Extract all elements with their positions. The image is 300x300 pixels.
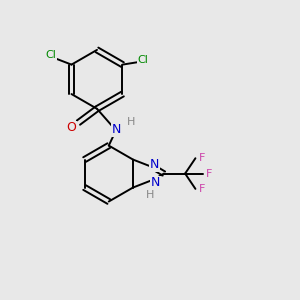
Text: O: O [66, 122, 76, 134]
Text: N: N [150, 158, 160, 171]
Text: F: F [199, 184, 205, 194]
Text: H: H [127, 117, 136, 127]
Text: Cl: Cl [46, 50, 56, 60]
Text: N: N [112, 124, 121, 136]
Text: F: F [199, 153, 205, 163]
Text: F: F [206, 169, 212, 178]
Text: Cl: Cl [138, 55, 148, 65]
Text: N: N [151, 176, 160, 189]
Text: H: H [146, 190, 154, 200]
